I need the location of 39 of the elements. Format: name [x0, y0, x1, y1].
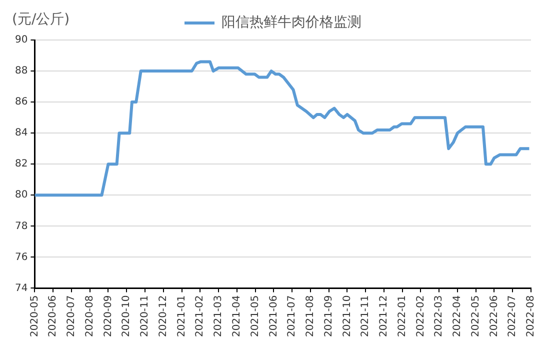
x-tick-label: 2020-10	[121, 295, 132, 338]
x-tick-label: 2021-10	[342, 295, 353, 338]
x-tick-label: 2020-12	[158, 295, 169, 338]
y-tick-label: 80	[14, 190, 28, 201]
x-tick-label: 2022-04	[452, 295, 464, 338]
x-tick-label: 2021-05	[250, 295, 261, 338]
y-tick-label: 84	[14, 128, 28, 139]
legend-label: 阳信热鲜牛肉价格监测	[222, 14, 362, 31]
x-tick-label: 2021-06	[268, 295, 280, 338]
y-tick-label: 74	[14, 282, 28, 294]
x-tick-label: 2020-08	[84, 295, 96, 338]
y-tick-label: 90	[14, 34, 28, 46]
y-tick-label: 86	[14, 96, 28, 108]
x-tick-label: 2022-02	[415, 295, 426, 338]
x-tick-label: 2021-01	[176, 295, 188, 338]
x-tick-label: 2022-08	[526, 295, 537, 338]
x-tick-label: 2022-05	[470, 295, 482, 338]
x-tick-label: 2020-05	[29, 295, 40, 338]
x-tick-label: 2022-07	[507, 295, 518, 338]
y-tick-label: 82	[14, 158, 28, 170]
x-tick-label: 2020-09	[102, 295, 114, 338]
x-tick-label: 2021-03	[213, 295, 224, 338]
x-tick-label: 2021-04	[232, 295, 243, 338]
x-tick-label: 2021-09	[323, 295, 334, 338]
y-tick-label: 88	[14, 66, 28, 77]
y-tick-label: 76	[14, 252, 28, 263]
x-tick-label: 2021-11	[360, 295, 372, 338]
x-tick-label: 2022-03	[434, 295, 445, 338]
x-tick-label: 2021-02	[194, 295, 206, 338]
x-tick-label: 2021-12	[378, 295, 390, 338]
x-tick-label: 2022-01	[396, 295, 408, 338]
x-tick-label: 2022-06	[488, 295, 500, 338]
x-tick-label: 2020-06	[48, 295, 59, 338]
x-tick-label: 2021-08	[305, 295, 316, 338]
x-tick-label: 2020-11	[140, 295, 151, 338]
y-axis-title: (元/公斤)	[12, 12, 70, 28]
y-tick-label: 78	[14, 220, 28, 232]
x-tick-label: 2020-07	[66, 295, 78, 338]
x-tick-label: 2021-07	[286, 295, 298, 338]
